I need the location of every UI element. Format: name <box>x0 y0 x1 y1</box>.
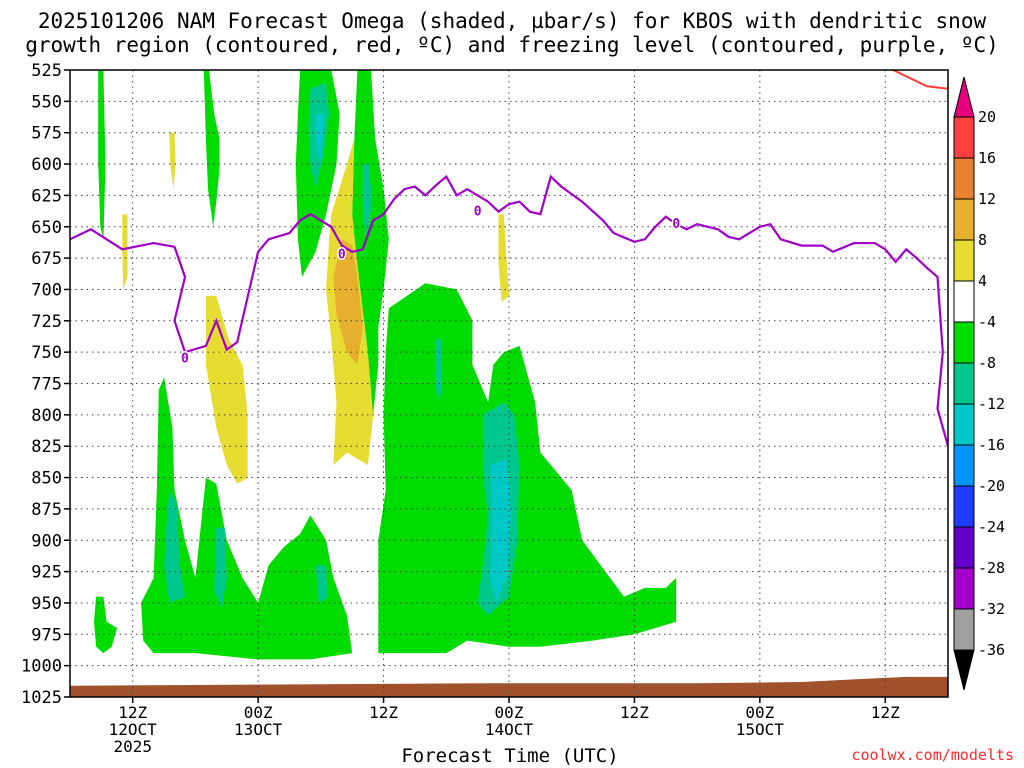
omega-region <box>203 70 220 227</box>
y-tick-label: 900 <box>31 531 62 551</box>
colorbar: 20 16 12 8 4 -4 -8 -12 -16 -20 -24 -28 -32 -36 <box>953 76 1005 691</box>
colorbar-label: -32 <box>978 600 1005 618</box>
y-tick-label: 725 <box>31 312 62 332</box>
x-tick-label: 13OCT <box>234 720 283 739</box>
y-tick-label: 550 <box>31 92 62 112</box>
colorbar-top-arrow <box>953 76 975 118</box>
colorbar-segment <box>953 198 975 241</box>
colorbar-label: -28 <box>978 559 1005 577</box>
omega-region <box>122 214 128 290</box>
colorbar-segment <box>953 567 975 610</box>
y-tick-label: 1000 <box>21 657 62 677</box>
omega-region <box>214 527 227 610</box>
x-tick-label: 14OCT <box>485 720 534 739</box>
omega-region <box>498 214 509 302</box>
colorbar-bottom-arrow <box>953 649 975 691</box>
y-tick-label: 525 <box>31 61 62 81</box>
omega-region <box>94 596 117 654</box>
omega-region <box>333 239 363 365</box>
chart-title-line-1: 2025101206 NAM Forecast Omega (shaded, µ… <box>38 9 987 33</box>
colorbar-label: 8 <box>978 231 987 249</box>
x-tick-label: 12Z <box>871 703 900 722</box>
x-tick-label: 00Z <box>745 703 774 722</box>
colorbar-label: 16 <box>978 149 996 167</box>
colorbar-label: -12 <box>978 395 1005 413</box>
plot-area: 0 0 0 0 <box>70 70 948 697</box>
colorbar-label: -16 <box>978 436 1005 454</box>
y-tick-label: 700 <box>31 280 62 300</box>
y-tick-label: 650 <box>31 218 62 238</box>
freezing-level-label: 0 <box>338 247 346 262</box>
y-tick-label: 800 <box>31 406 62 426</box>
colorbar-label: -36 <box>978 641 1005 659</box>
colorbar-segment <box>953 608 975 651</box>
colorbar-segment <box>953 403 975 446</box>
colorbar-label: -20 <box>978 477 1005 495</box>
y-tick-label: 875 <box>31 500 62 520</box>
colorbar-segment <box>953 526 975 569</box>
x-tick-label: 12Z <box>118 703 147 722</box>
credit-text: coolwx.com/modelts <box>851 746 1014 764</box>
freezing-level-label: 0 <box>181 351 189 366</box>
freezing-level-label: 0 <box>474 205 482 220</box>
y-tick-label: 950 <box>31 594 62 614</box>
omega-region <box>164 490 185 603</box>
colorbar-label: -24 <box>978 518 1005 536</box>
colorbar-segment <box>953 116 975 159</box>
omega-region <box>362 164 373 240</box>
omega-region <box>169 132 176 190</box>
x-tick-label: 12Z <box>620 703 649 722</box>
contours: 0 0 0 0 <box>70 70 948 447</box>
omega-region <box>141 377 353 660</box>
omega-region <box>434 339 443 403</box>
colorbar-label: -8 <box>978 354 996 372</box>
x-axis-label: Forecast Time (UTC) <box>401 745 618 767</box>
y-axis-ticks: 525 550 575 600 625 650 675 700 725 750 775 800 825 8… <box>21 61 70 708</box>
colorbar-segment <box>953 444 975 487</box>
chart-title-line-2: growth region (contoured, red, ºC) and f… <box>25 33 999 57</box>
x-tick-label: 2025 <box>113 737 152 756</box>
dgz-contour <box>890 70 948 90</box>
colorbar-label: -4 <box>978 313 996 331</box>
colorbar-label: 20 <box>978 108 996 126</box>
x-tick-label: 15OCT <box>736 720 785 739</box>
colorbar-label: 4 <box>978 272 987 290</box>
freezing-level-contour <box>70 174 948 447</box>
y-tick-label: 975 <box>31 625 62 645</box>
omega-region <box>205 295 248 484</box>
x-tick-label: 00Z <box>495 703 524 722</box>
omega-region <box>378 283 677 654</box>
x-tick-label: 12Z <box>369 703 398 722</box>
x-tick-label: 12OCT <box>109 720 158 739</box>
y-tick-label: 1025 <box>21 688 62 708</box>
omega-region <box>315 565 329 603</box>
colorbar-segment <box>953 239 975 282</box>
colorbar-segment <box>953 157 975 200</box>
colorbar-segment <box>953 485 975 528</box>
y-tick-label: 675 <box>31 249 62 269</box>
colorbar-label: 12 <box>978 190 996 208</box>
y-tick-label: 925 <box>31 563 62 583</box>
omega-region <box>490 458 512 603</box>
omega-region <box>98 70 106 240</box>
y-tick-label: 750 <box>31 343 62 363</box>
y-tick-label: 825 <box>31 437 62 457</box>
y-tick-label: 850 <box>31 469 62 489</box>
x-tick-label: 00Z <box>244 703 273 722</box>
y-tick-label: 575 <box>31 124 62 144</box>
grid-lines <box>70 70 948 697</box>
y-tick-label: 600 <box>31 155 62 175</box>
freezing-level-label: 0 <box>672 217 680 232</box>
colorbar-segment <box>953 362 975 405</box>
omega-region <box>315 113 324 165</box>
y-tick-label: 775 <box>31 375 62 395</box>
omega-shading <box>94 70 677 660</box>
colorbar-segment <box>953 280 975 323</box>
y-tick-label: 625 <box>31 186 62 206</box>
colorbar-segment <box>953 321 975 364</box>
